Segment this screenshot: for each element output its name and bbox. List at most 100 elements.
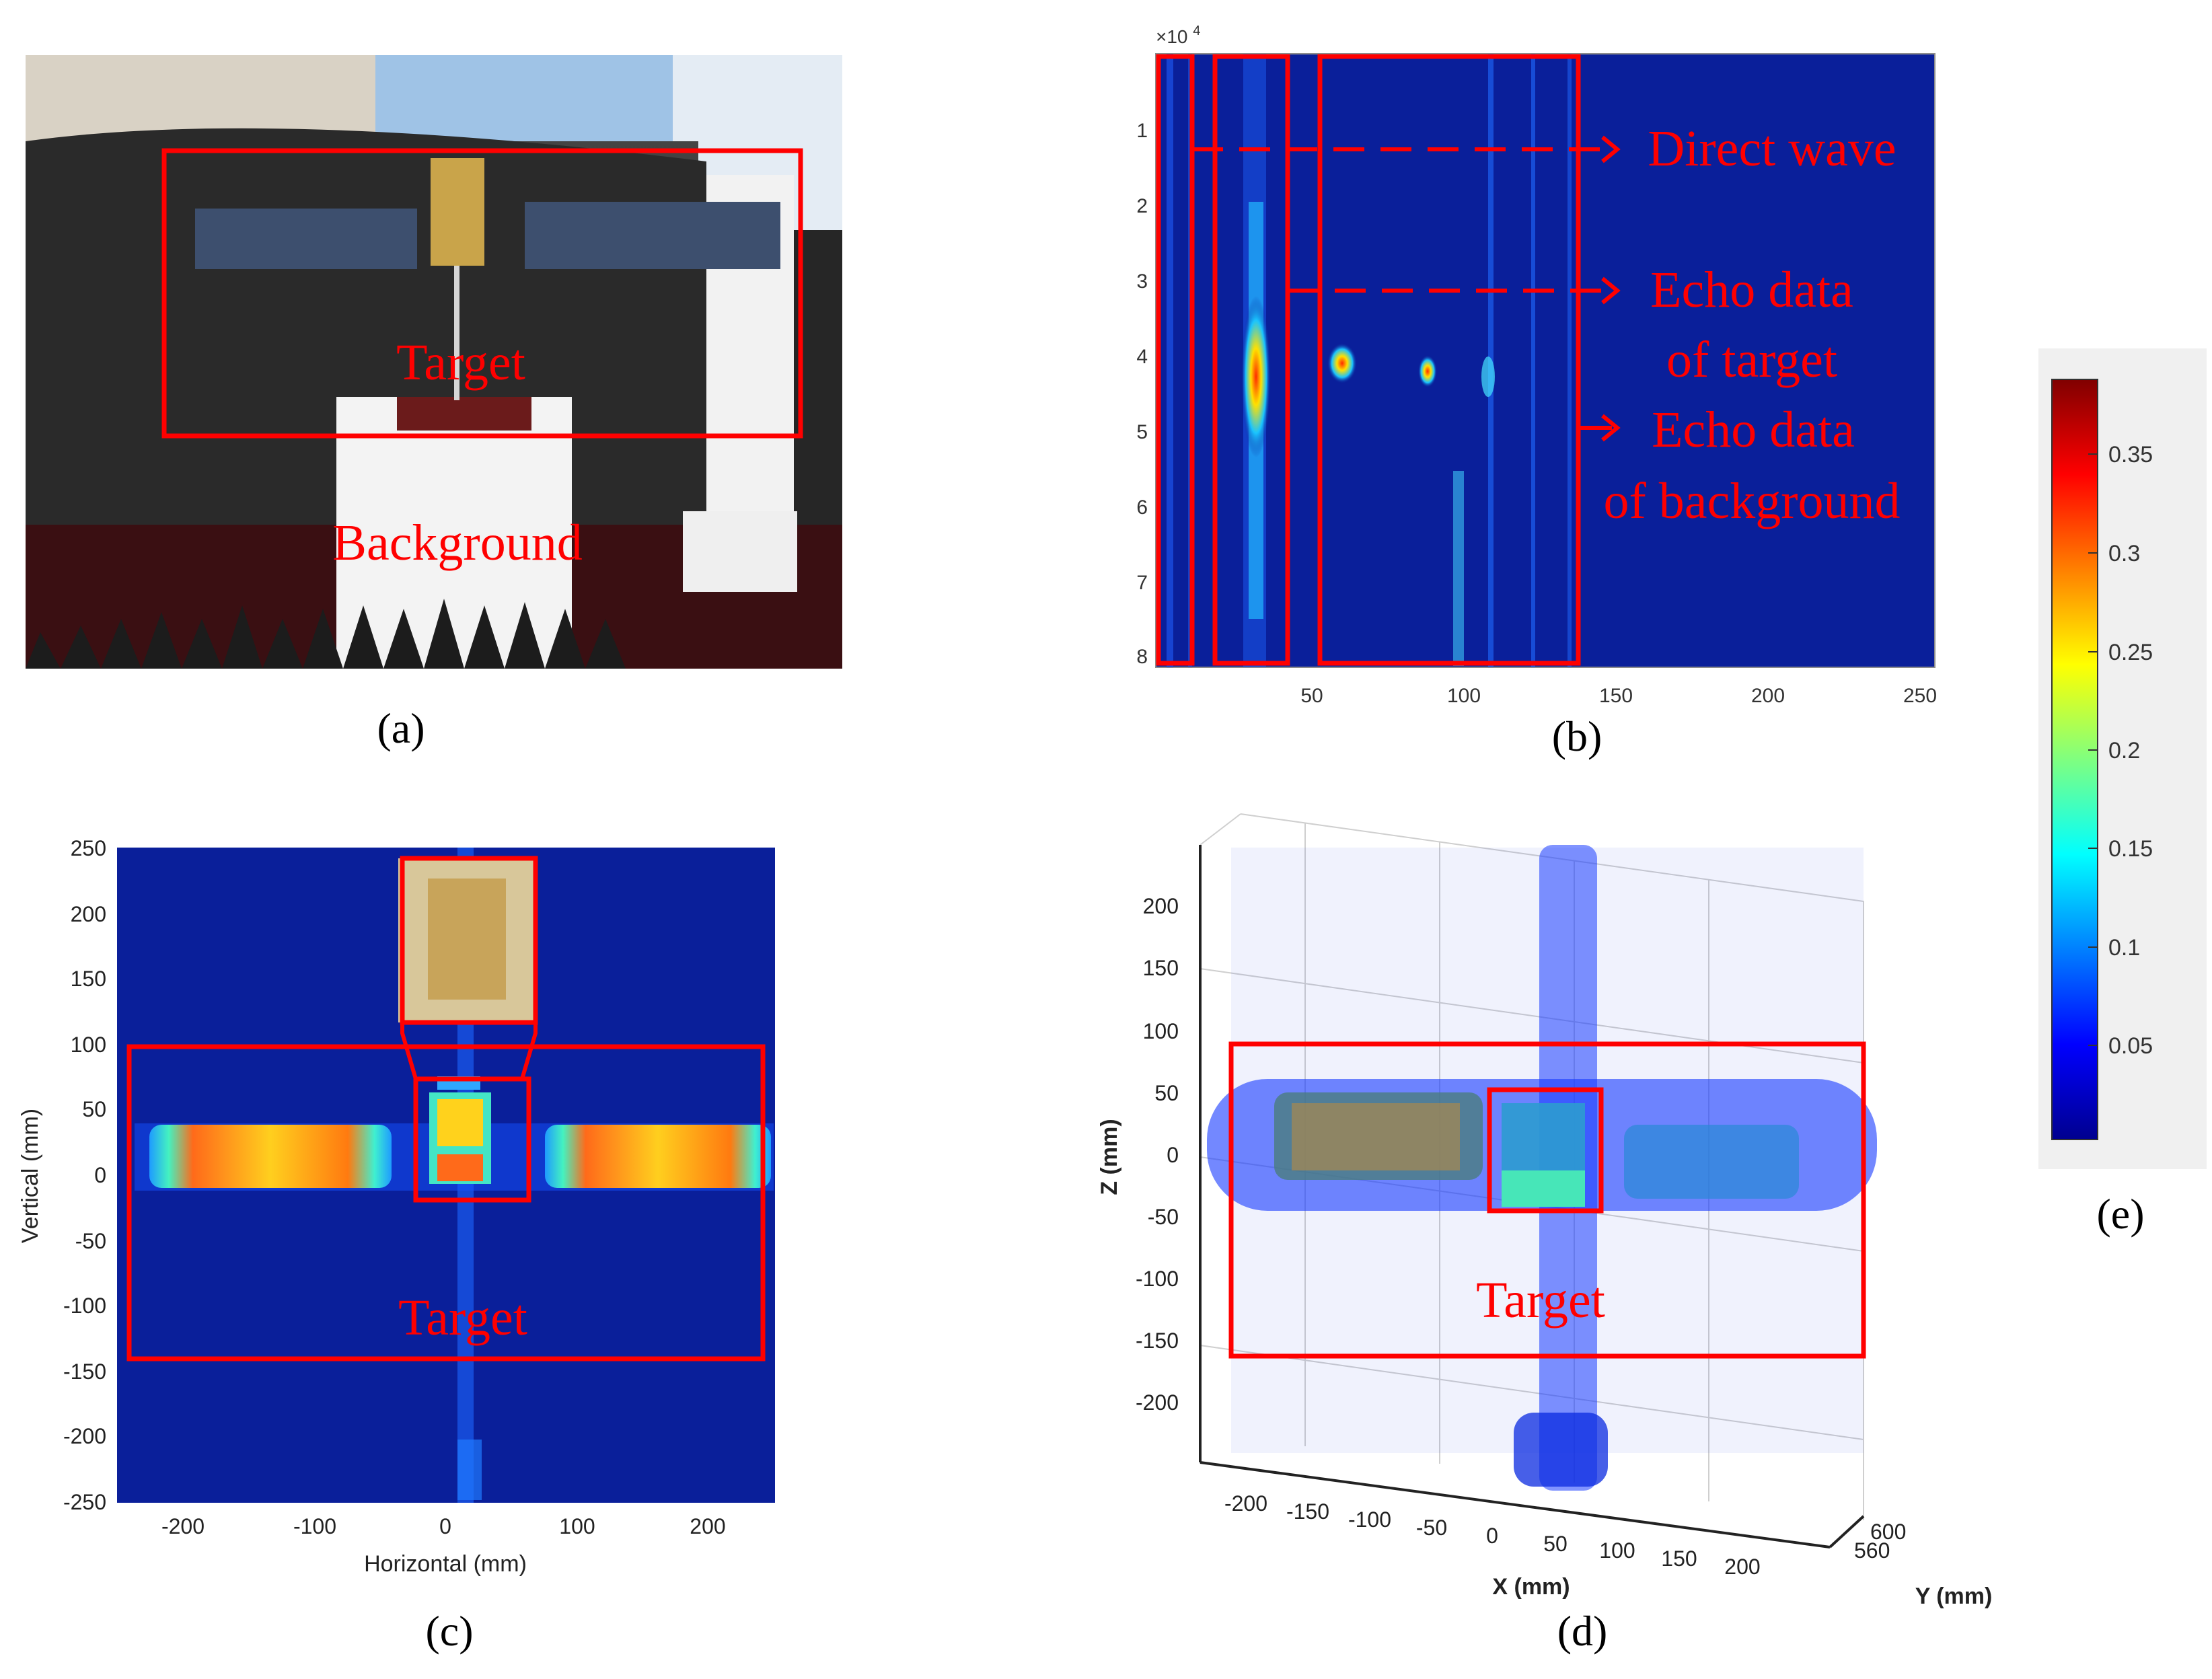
panel-c-y-tick-150: 150	[71, 967, 106, 991]
panel-d-y-tick-560: 560	[1854, 1538, 1890, 1563]
panel-c-x-tick-200: 200	[690, 1514, 725, 1538]
panel-d-body-box	[1487, 1087, 1604, 1214]
panel-c-x-tick-100: 100	[559, 1514, 595, 1538]
colorbar-tick-015: 0.15	[2108, 836, 2153, 862]
panel-c-x-tick-neg100: -100	[293, 1514, 336, 1538]
panel-d-x-tick-200: 200	[1724, 1555, 1760, 1579]
panel-c-y-tick-0: 0	[94, 1163, 106, 1187]
panel-b-box-echo-target	[1212, 54, 1290, 666]
panel-b-echo-background-label-line1: Echo data	[1652, 402, 1855, 458]
panel-d-target-label: Target	[1476, 1272, 1605, 1329]
panel-d-z-tick-neg100: -100	[1136, 1267, 1179, 1291]
panel-d-label: (d)	[1557, 1607, 1608, 1655]
panel-b-y-tick-1: 1	[1136, 120, 1148, 142]
panel-a-photo	[26, 55, 842, 669]
panel-b-y-tick-5: 5	[1136, 421, 1148, 443]
panel-d-z-tick-150: 150	[1143, 956, 1179, 980]
panel-d-x-ticks: -200 -150 -100 -50 0 50 100 150 200	[1224, 1491, 1761, 1579]
panel-d-x-tick-neg200: -200	[1224, 1491, 1267, 1516]
panel-b-exponent-power: 4	[1193, 24, 1200, 38]
panel-c-y-tick-neg250: -250	[63, 1490, 106, 1514]
panel-b-echo-background-label-line2: of background	[1603, 473, 1900, 529]
panel-a: Target Background (a)	[26, 55, 842, 752]
panel-b-x-tick-50: 50	[1300, 685, 1323, 707]
panel-d-x-axis-label: X (mm)	[1492, 1574, 1570, 1600]
panel-c-target-label: Target	[398, 1290, 527, 1346]
panel-b-echo-target-label-line1: Echo data	[1650, 262, 1853, 318]
colorbar-tick-03: 0.3	[2108, 541, 2140, 566]
panel-d-z-tick-0: 0	[1167, 1143, 1179, 1167]
panel-b-box-echo-background	[1317, 54, 1581, 666]
panel-e: 0.35 0.3 0.25 0.2 0.15 0.1 0.05 (e)	[2038, 348, 2207, 1238]
panel-d-z-tick-50: 50	[1154, 1081, 1179, 1105]
panel-c-target-box	[126, 1044, 766, 1361]
panel-d-z-tick-200: 200	[1143, 894, 1179, 918]
panel-c-zoom-connector-left	[400, 1022, 418, 1080]
colorbar-ticks	[2088, 453, 2098, 1046]
panel-b-y-tick-7: 7	[1136, 572, 1148, 594]
panel-d-x-tick-100: 100	[1599, 1538, 1635, 1563]
panel-d-x-tick-neg50: -50	[1416, 1516, 1447, 1540]
panel-b-exponent: ×10 4	[1156, 24, 1200, 47]
panel-d-z-ticks: 200 150 100 50 0 -50 -100 -150 -200	[1136, 894, 1179, 1415]
panel-b-echo-target-label-line2: of target	[1666, 332, 1837, 388]
colorbar-tick-005: 0.05	[2108, 1033, 2153, 1059]
panel-c-y-tick-200: 200	[71, 902, 106, 926]
panel-d-x-tick-neg100: -100	[1348, 1507, 1391, 1532]
panel-c-x-ticks: -200 -100 0 100 200	[161, 1514, 726, 1538]
panel-b-y-tick-4: 4	[1136, 346, 1148, 368]
panel-b-x-tick-100: 100	[1447, 685, 1481, 707]
panel-d-z-tick-100: 100	[1143, 1019, 1179, 1043]
panel-c-y-tick-neg150: -150	[63, 1359, 106, 1384]
panel-a-label: (a)	[377, 704, 425, 752]
panel-b-y-tick-2: 2	[1136, 195, 1148, 217]
panel-c-y-ticks: 250 200 150 100 50 0 -50 -100 -150 -200 …	[63, 836, 106, 1514]
panel-b-x-tick-150: 150	[1599, 685, 1633, 707]
colorbar-tick-025: 0.25	[2108, 640, 2153, 665]
panel-b-x-ticks: 50 100 150 200 250	[1300, 685, 1937, 707]
panel-c-y-axis-label: Vertical (mm)	[17, 1109, 43, 1243]
panel-b-y-ticks: 1 2 3 4 5 6 7 8	[1136, 120, 1148, 668]
panel-d-y-tick-600: 600	[1870, 1520, 1906, 1544]
panel-d-x-tick-150: 150	[1661, 1546, 1697, 1571]
panel-a-background-label: Background	[332, 515, 582, 571]
colorbar-tick-labels: 0.35 0.3 0.25 0.2 0.15 0.1 0.05	[2108, 442, 2153, 1059]
panel-b-y-tick-3: 3	[1136, 270, 1148, 293]
panel-d-axes	[1199, 845, 1865, 1549]
panel-c: Target 250 200 150 100 50 0 -50 -100 -15…	[17, 836, 775, 1655]
panel-c-y-tick-neg100: -100	[63, 1294, 106, 1318]
panel-c-y-tick-neg200: -200	[63, 1424, 106, 1448]
panel-b: Direct wave Echo data of target Echo dat…	[1136, 24, 1937, 760]
panel-c-y-tick-250: 250	[71, 836, 106, 860]
panel-d-z-axis-label: Z (mm)	[1097, 1119, 1122, 1195]
panel-b-x-tick-250: 250	[1903, 685, 1937, 707]
panel-d-volume	[1207, 845, 1877, 1491]
panel-d: Target 200 150 100 50 0 -50 -100 -150 -2…	[1097, 813, 1992, 1655]
colorbar-gradient	[2051, 379, 2098, 1140]
panel-a-target-label: Target	[396, 334, 525, 391]
colorbar-tick-035: 0.35	[2108, 442, 2153, 468]
panel-d-z-tick-neg200: -200	[1136, 1390, 1179, 1415]
panel-c-zoom-photo-box	[400, 856, 538, 1025]
panel-b-y-tick-6: 6	[1136, 496, 1148, 519]
panel-d-z-tick-neg50: -50	[1148, 1205, 1179, 1229]
panel-b-exponent-base: ×10	[1156, 26, 1188, 47]
panel-b-box-direct-wave	[1156, 54, 1195, 666]
panel-c-x-tick-neg200: -200	[161, 1514, 205, 1538]
panel-c-body-box	[413, 1076, 531, 1203]
panel-c-y-tick-100: 100	[71, 1033, 106, 1057]
panel-c-x-tick-0: 0	[439, 1514, 451, 1538]
colorbar-tick-01: 0.1	[2108, 935, 2140, 961]
panel-d-x-tick-50: 50	[1543, 1532, 1568, 1556]
panel-a-target-box	[161, 148, 803, 439]
panel-c-zoom-connector-right	[520, 1022, 538, 1080]
panel-b-direct-wave-label: Direct wave	[1648, 120, 1896, 177]
panel-c-y-tick-50: 50	[82, 1097, 106, 1121]
panel-c-image	[135, 848, 774, 1503]
panel-d-z-tick-neg150: -150	[1136, 1329, 1179, 1353]
panel-d-x-tick-0: 0	[1486, 1524, 1498, 1548]
panel-c-label: (c)	[425, 1607, 473, 1655]
panel-c-x-axis-label: Horizontal (mm)	[364, 1551, 527, 1577]
panel-c-y-tick-neg50: -50	[75, 1229, 106, 1253]
